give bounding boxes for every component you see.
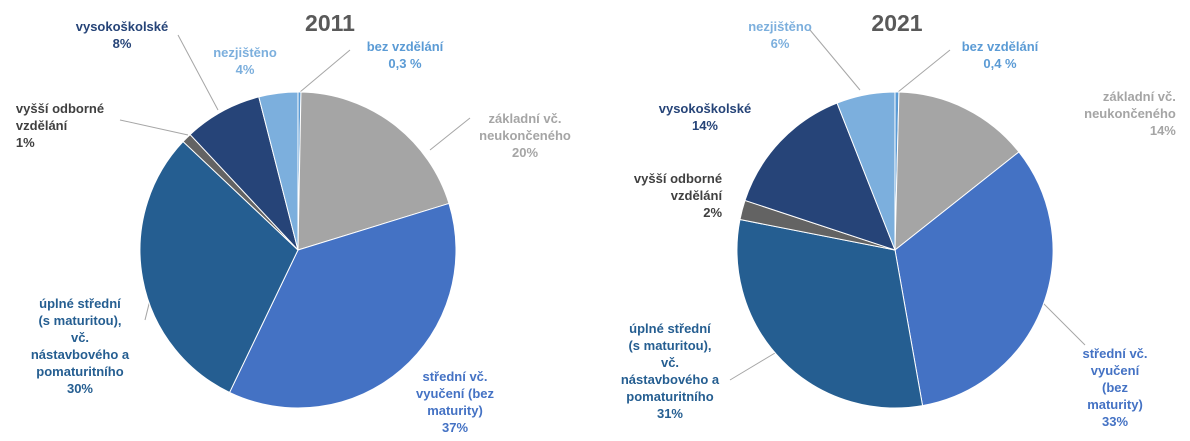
slice-label: nezjištěno 4% [213, 44, 277, 78]
value-label: 33% [1101, 414, 1129, 429]
value-label: 37% [441, 420, 469, 435]
value-label: 1% [15, 135, 35, 150]
pie-slice [744, 102, 896, 251]
category-label: bez vzdělání [366, 39, 444, 54]
category-label: střední vč. vyučení (bez maturity) [1082, 346, 1148, 412]
slice-label: nezjištěno 6% [748, 18, 812, 52]
category-label: vysokoškolské [75, 19, 169, 34]
category-label: základní vč. neukončeného [1084, 89, 1176, 121]
category-label: vysokoškolské [658, 101, 752, 116]
value-label: 20% [511, 145, 539, 160]
slice-label: střední vč. vyučení (bez maturity) 33% [1078, 345, 1153, 430]
slice-label: základní vč. neukončeného 20% [479, 110, 571, 161]
value-label: 0,3 % [388, 56, 422, 71]
chart-title: 2011 [305, 10, 355, 36]
value-label: 30% [66, 381, 94, 396]
category-label: střední vč. vyučení (bez maturity) [415, 369, 495, 418]
pie-slice [894, 151, 1054, 407]
category-label: vyšší odborné vzdělání [633, 171, 723, 203]
pie-slice [258, 91, 299, 251]
value-label: 0,4 % [983, 56, 1017, 71]
pie-slice [228, 202, 457, 409]
slice-label: střední vč. vyučení (bez maturity) 37% [416, 368, 494, 436]
value-label: 8% [112, 36, 132, 51]
category-label: nezjištěno [213, 45, 277, 60]
slice-label: bez vzdělání 0,3 % [367, 38, 444, 72]
slice-label: bez vzdělání 0,4 % [962, 38, 1039, 72]
category-label: nezjištěno [748, 19, 812, 34]
pie-slice [736, 218, 924, 409]
pie-slice [139, 140, 299, 394]
slice-label: úplné střední (s maturitou), vč. nástavb… [31, 295, 129, 397]
value-label: 4% [235, 62, 255, 77]
chart-title: 2021 [871, 10, 923, 36]
category-label: úplné střední (s maturitou), vč. nástavb… [620, 321, 720, 404]
category-label: vyšší odborné vzdělání [15, 101, 105, 133]
category-label: základní vč. neukončeného [479, 111, 571, 143]
value-label: 31% [656, 406, 684, 421]
category-label: bez vzdělání [961, 39, 1039, 54]
slice-label: vyšší odborné vzdělání 1% [16, 100, 104, 151]
pie-slice [297, 91, 450, 251]
pie-slice [894, 91, 1020, 252]
category-label: úplné střední (s maturitou), vč. nástavb… [30, 296, 130, 379]
slice-label: vyšší odborné vzdělání 2% [634, 170, 722, 221]
pie-slice [836, 91, 896, 251]
value-label: 14% [691, 118, 719, 133]
value-label: 2% [703, 205, 723, 220]
slice-label: základní vč. neukončeného 14% [1084, 88, 1176, 139]
slice-label: vysokoškolské 14% [659, 100, 752, 134]
value-label: 6% [770, 36, 790, 51]
slice-label: vysokoškolské 8% [76, 18, 169, 52]
slice-label: úplné střední (s maturitou), vč. nástavb… [621, 320, 719, 422]
leader-lines [119, 29, 1086, 381]
value-label: 14% [1149, 123, 1176, 138]
